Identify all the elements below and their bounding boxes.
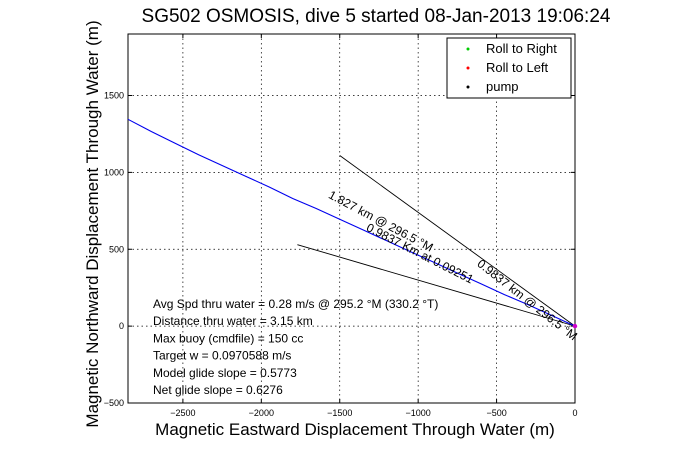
plot-area: −2500 −2000 −1500 −1000 −500 0 −500 0 500 1000 15… [104, 33, 580, 418]
track-lines [127, 118, 578, 329]
x-tick-label: −1000 [406, 408, 431, 418]
stats-line: Net glide slope = 0.6276 [153, 383, 283, 397]
y-tick-label: −500 [104, 398, 124, 408]
legend-label-roll-right: Roll to Right [486, 41, 557, 56]
x-tick-label: 0 [572, 408, 577, 418]
y-tick-label: 1000 [104, 167, 124, 177]
y-tick-label: 1500 [104, 91, 124, 101]
grid-lines [128, 34, 575, 403]
guide-line [339, 155, 576, 327]
stats-line: Max buoy (cmdfile) = 150 cc [153, 331, 303, 345]
stats-line: Target w = 0.0970588 m/s [153, 349, 291, 363]
stats-line: Model glide slope = 0.5773 [153, 366, 297, 380]
legend-label-roll-left: Roll to Left [486, 60, 549, 75]
stats-line: Distance thru water = 3.15 km [153, 314, 313, 328]
dive-track-line [127, 118, 576, 327]
legend-marker-roll-left [466, 66, 470, 70]
guide-lines [297, 155, 576, 327]
stats-line: Avg Spd thru water = 0.28 m/s @ 295.2 °M… [153, 297, 438, 311]
stats-annotations: Avg Spd thru water = 0.28 m/s @ 295.2 °M… [153, 297, 438, 397]
x-tick-label: −500 [486, 408, 506, 418]
y-axis-ticks: −500 0 500 1000 1500 [104, 91, 575, 408]
x-tick-label: −2000 [249, 408, 274, 418]
x-axis-label: Magnetic Eastward Displacement Through W… [155, 420, 555, 439]
legend-marker-roll-right [466, 47, 470, 51]
guide-line [297, 244, 576, 327]
y-tick-label: 500 [109, 244, 124, 254]
y-tick-label: 0 [119, 321, 124, 331]
x-axis-ticks: −2500 −2000 −1500 −1000 −500 0 [170, 34, 578, 418]
legend: Roll to Right Roll to Left pump [446, 37, 572, 99]
x-tick-label: −1500 [327, 408, 352, 418]
chart-title: SG502 OSMOSIS, dive 5 started 08-Jan-201… [142, 6, 611, 27]
legend-marker-pump [466, 85, 470, 89]
x-tick-label: −2500 [170, 408, 195, 418]
track-end-point [572, 323, 578, 329]
y-axis-label: Magnetic Northward Displacement Through … [83, 20, 102, 427]
legend-label-pump: pump [486, 79, 519, 94]
